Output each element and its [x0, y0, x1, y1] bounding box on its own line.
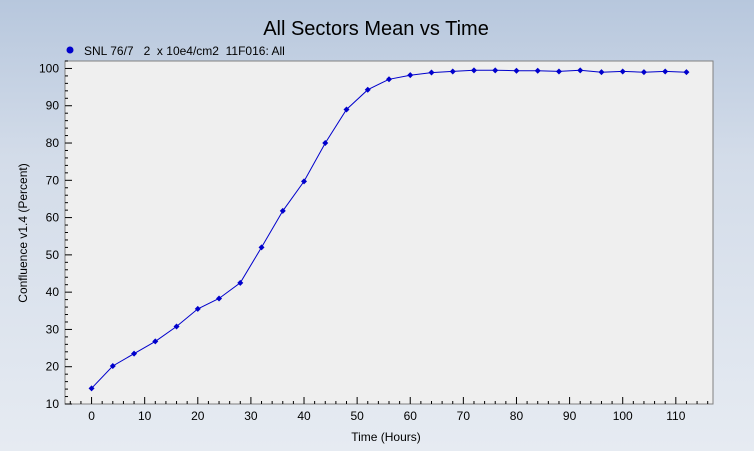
y-tick-label: 90: [46, 99, 60, 113]
x-tick-label: 100: [613, 409, 633, 423]
x-axis-title: Time (Hours): [351, 430, 421, 444]
y-tick-label: 50: [46, 248, 60, 262]
y-axis-title: Confluence v1.4 (Percent): [16, 163, 30, 302]
data-point: [216, 295, 223, 302]
x-tick-label: 70: [457, 409, 471, 423]
data-point: [492, 67, 499, 74]
y-tick-label: 20: [46, 360, 60, 374]
x-tick-label: 60: [404, 409, 418, 423]
data-point: [407, 72, 414, 79]
data-point: [428, 69, 435, 76]
data-point: [279, 207, 286, 214]
legend-marker: [66, 46, 74, 54]
x-tick-label: 0: [88, 409, 95, 423]
legend-series-label: SNL 76/7 2 x 10e4/cm2 11F016: All: [84, 44, 285, 58]
data-point: [173, 323, 180, 330]
x-tick-label: 80: [510, 409, 524, 423]
x-tick-label: 50: [350, 409, 364, 423]
y-tick-label: 10: [46, 397, 60, 411]
data-point: [237, 279, 244, 286]
data-point: [513, 67, 520, 74]
legend: SNL 76/7 2 x 10e4/cm2 11F016: All: [66, 44, 285, 58]
data-point: [109, 362, 116, 369]
data-point: [322, 140, 329, 147]
data-point: [258, 244, 265, 251]
x-tick-label: 20: [191, 409, 205, 423]
data-point: [555, 68, 562, 75]
data-point: [194, 305, 201, 312]
x-axis: 0 10 20 30 40 50 60 70 80 90 100 110: [69, 397, 709, 423]
data-point: [577, 67, 584, 74]
data-point: [598, 69, 605, 76]
x-tick-label: 40: [297, 409, 311, 423]
y-tick-label: 80: [46, 136, 60, 150]
data-point: [364, 86, 371, 93]
y-axis: 10 20 30 40 50 60 70 80 90 100: [39, 60, 72, 411]
data-point: [343, 106, 350, 113]
data-point: [662, 68, 669, 75]
data-point: [683, 69, 690, 76]
data-point: [152, 338, 159, 345]
data-point: [534, 67, 541, 74]
x-tick-label: 110: [666, 409, 685, 423]
y-tick-label: 100: [39, 61, 59, 75]
chart-title: All Sectors Mean vs Time: [263, 18, 489, 40]
x-tick-label: 10: [138, 409, 152, 423]
y-tick-label: 30: [46, 322, 60, 336]
x-tick-label: 30: [244, 409, 258, 423]
data-point: [619, 68, 626, 75]
data-point: [386, 76, 392, 83]
data-point: [449, 68, 456, 75]
x-tick-label: 90: [563, 409, 577, 423]
series-group: [88, 67, 690, 392]
y-tick-label: 70: [46, 173, 60, 187]
data-point: [301, 178, 308, 185]
data-point: [470, 67, 477, 74]
data-point: [88, 385, 95, 392]
y-tick-label: 40: [46, 285, 60, 299]
data-point: [640, 69, 647, 76]
y-tick-label: 60: [46, 211, 60, 225]
plot-area: [64, 60, 714, 405]
data-point: [131, 350, 138, 357]
